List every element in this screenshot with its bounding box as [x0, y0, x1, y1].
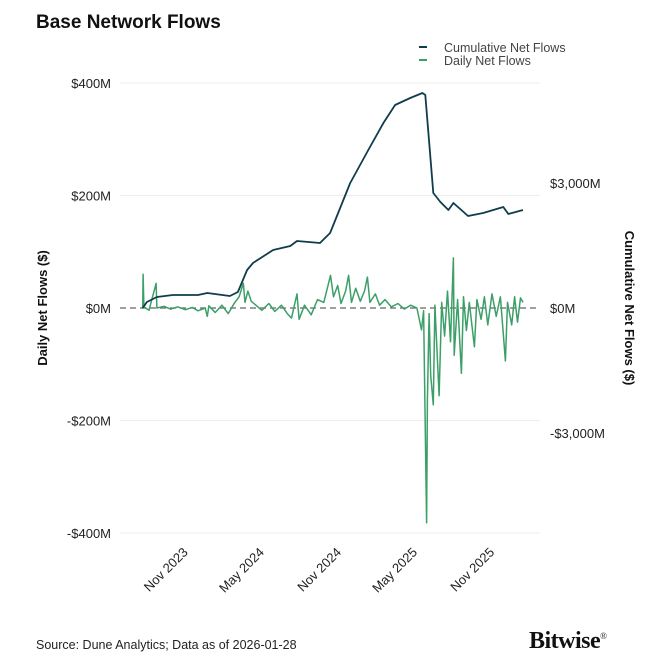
- x-tick-label: May 2024: [216, 545, 267, 596]
- legend-label-daily: Daily Net Flows: [444, 54, 531, 68]
- y-left-tick-label: -$400M: [67, 526, 111, 541]
- y-left-tick-label: $0M: [86, 301, 111, 316]
- x-tick-label: Nov 2025: [447, 545, 497, 595]
- y-right-tick-label: $3,000M: [550, 176, 601, 191]
- series-daily-net-flows: [141, 257, 524, 524]
- y-right-axis-label: Cumulative Net Flows ($): [622, 231, 637, 386]
- y-right-tick-label: $0M: [550, 301, 575, 316]
- x-tick-label: May 2025: [369, 545, 420, 596]
- chart-title: Base Network Flows: [36, 12, 221, 33]
- legend: Cumulative Net Flows Daily Net Flows: [419, 41, 566, 68]
- legend-label-cumulative: Cumulative Net Flows: [444, 41, 566, 55]
- y-left-tick-label: -$200M: [67, 414, 111, 429]
- series-cumulative-net-flows: [141, 92, 524, 309]
- y-left-tick-label: $200M: [71, 189, 111, 204]
- x-tick-label: Nov 2023: [141, 545, 191, 595]
- y-right-tick-label: -$3,000M: [550, 426, 605, 441]
- y-left-tick-label: $400M: [71, 76, 111, 91]
- source-note: Source: Dune Analytics; Data as of 2026-…: [36, 638, 297, 652]
- x-tick-label: Nov 2024: [294, 545, 344, 595]
- bitwise-logo: Bitwise®: [529, 628, 607, 654]
- y-left-axis-label: Daily Net Flows ($): [35, 250, 50, 366]
